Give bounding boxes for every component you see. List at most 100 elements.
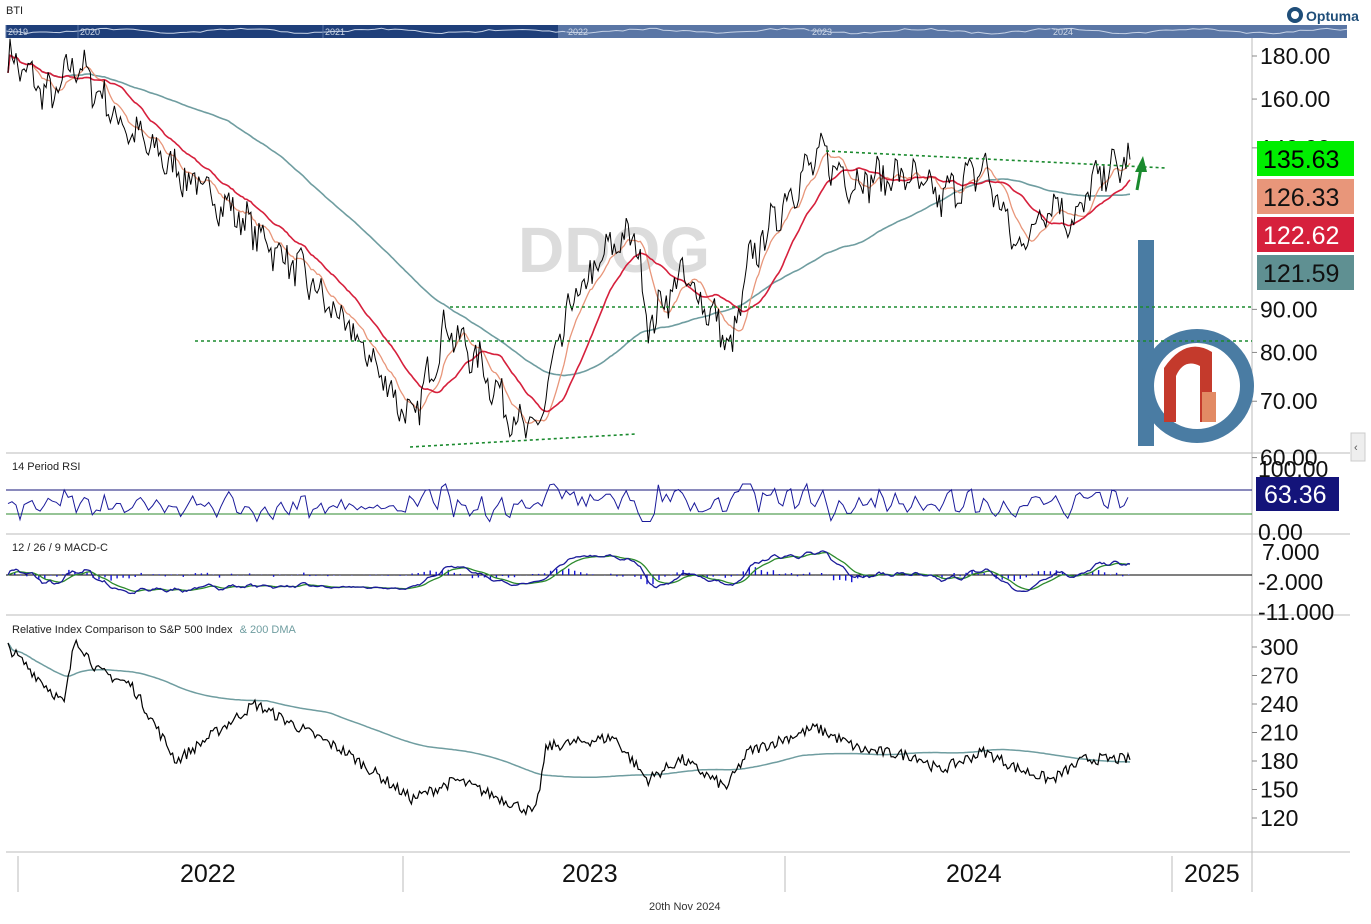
optuma-brand: Optuma xyxy=(1306,8,1359,24)
macd-histogram-bar xyxy=(423,571,425,575)
ma-mid-tag-text: 122.62 xyxy=(1263,222,1339,250)
relative-tick-label: 240 xyxy=(1260,691,1298,717)
price-tick-label: 60.00 xyxy=(1260,445,1318,471)
macd-tick-top: 7.000 xyxy=(1262,539,1320,565)
macd-histogram-bar xyxy=(495,575,498,578)
macd-histogram-bar xyxy=(549,570,552,575)
x-year-2025: 2025 xyxy=(1184,860,1240,888)
symbol-label: BTI xyxy=(6,5,23,17)
macd-histogram-bar xyxy=(1122,575,1124,577)
macd-histogram-bar xyxy=(68,569,70,575)
navigator-bar[interactable]: 2019 2020 2021 2022 2023 2024 xyxy=(5,25,1348,38)
price-last-tag xyxy=(1257,141,1354,176)
macd-histogram-bar xyxy=(140,572,142,575)
macd-histogram-bar xyxy=(766,571,769,575)
macd-histogram-bar xyxy=(164,575,166,577)
macd-histogram-bar xyxy=(170,574,172,575)
macd-histogram-bar xyxy=(327,575,329,577)
macd-histogram-bar xyxy=(754,567,757,575)
macd-histogram-bar xyxy=(658,575,660,580)
breakout-arrow-icon xyxy=(1135,156,1147,191)
macd-histogram-bar xyxy=(315,575,317,576)
macd-histogram-bar xyxy=(1031,573,1033,575)
relative-panel: Relative Index Comparison to S&P 500 Ind… xyxy=(7,624,1298,831)
ma-fast-tag-text: 126.33 xyxy=(1263,184,1339,212)
macd-histogram-bar xyxy=(44,575,46,580)
price-last-tag-text: 135.63 xyxy=(1263,146,1339,174)
macd-histogram-bar xyxy=(574,570,576,575)
macd-histogram-bar xyxy=(369,575,371,576)
macd-histogram-bar xyxy=(50,575,52,576)
macd-histogram-bar xyxy=(706,575,708,578)
macd-histogram-bar xyxy=(568,568,570,575)
macd-histogram-bar xyxy=(820,573,823,575)
macd-histogram-bar xyxy=(1097,570,1100,575)
price-tick-label: 70.00 xyxy=(1260,388,1318,414)
macd-histogram-bar xyxy=(760,570,763,575)
macd-histogram-bar xyxy=(411,573,413,575)
macd-histogram-bar xyxy=(1019,575,1021,579)
macd-histogram-bar xyxy=(1043,570,1046,575)
navigator-year-label: 2023 xyxy=(812,27,832,37)
macd-histogram-bar xyxy=(712,575,714,577)
price-tick-label: 90.00 xyxy=(1260,296,1318,322)
macd-histogram-bar xyxy=(592,574,594,575)
macd-histogram-bar xyxy=(640,575,642,580)
navigator-price-line xyxy=(5,27,1348,35)
macd-histogram-bar xyxy=(309,575,311,577)
macd-histogram-bar xyxy=(586,573,588,575)
macd-histogram-bar xyxy=(110,575,112,581)
macd-histogram-bar xyxy=(1037,571,1040,575)
price-tick-label: 160.00 xyxy=(1260,86,1330,112)
macd-histogram-bar xyxy=(26,575,28,577)
macd-histogram-bar xyxy=(200,573,203,575)
macd-histogram-bar xyxy=(405,575,407,576)
macd-histogram-bar xyxy=(790,573,793,575)
rsi-value-tag xyxy=(1256,477,1339,511)
x-year-2023: 2023 xyxy=(562,860,618,888)
lower-trendline xyxy=(409,433,637,448)
x-axis: 2022 2023 2024 2025 xyxy=(17,856,1240,892)
macd-line xyxy=(7,550,1131,595)
macd-panel: 12 / 26 / 9 MACD-C 7.000 -2.000 -11.000 xyxy=(6,539,1334,625)
macd-histogram-bar xyxy=(778,574,781,575)
navigator-year-label: 2019 xyxy=(8,27,28,37)
macd-histogram-bar xyxy=(556,568,558,575)
macd-histogram-bar xyxy=(1049,571,1052,575)
macd-histogram-bar xyxy=(941,575,943,579)
macd-tick-mid: -2.000 xyxy=(1258,569,1323,595)
macd-histogram-bar xyxy=(1109,574,1112,575)
macd-histogram-bar xyxy=(56,575,58,577)
chevron-left-icon: ‹ xyxy=(1354,442,1358,454)
relative-tick-label: 120 xyxy=(1260,805,1298,831)
ma-slow-tag xyxy=(1257,255,1354,290)
macd-histogram-bar xyxy=(417,573,419,575)
rsi-value-text: 63.36 xyxy=(1264,481,1327,509)
macd-histogram-bar xyxy=(983,573,985,575)
macd-histogram-bar xyxy=(808,572,811,575)
macd-histogram-bar xyxy=(730,575,732,577)
macd-histogram-bar xyxy=(724,575,726,578)
macd-histogram-bar xyxy=(802,573,805,575)
macd-histogram-bar xyxy=(128,575,130,579)
macd-histogram-bar xyxy=(670,574,672,575)
collapse-toggle-button[interactable] xyxy=(1350,432,1366,462)
macd-histogram-bar xyxy=(784,573,787,575)
macd-histogram-bar xyxy=(459,573,461,575)
macd-histogram-bar xyxy=(543,573,546,575)
price-tick-label: 80.00 xyxy=(1260,339,1318,365)
macd-histogram-bar xyxy=(971,570,973,575)
macd-histogram-bar xyxy=(917,574,919,575)
navigator-year-label: 2020 xyxy=(80,27,100,37)
macd-histogram-bar xyxy=(104,575,106,578)
macd-histogram-bar xyxy=(453,572,455,575)
macd-histogram-bar xyxy=(1025,575,1027,578)
macd-histogram-bar xyxy=(977,573,979,575)
macd-histogram-bar xyxy=(531,574,534,575)
relative-tick-label: 210 xyxy=(1260,720,1298,746)
macd-histogram-bar xyxy=(682,570,684,575)
optuma-logo[interactable]: Optuma xyxy=(1287,7,1359,24)
